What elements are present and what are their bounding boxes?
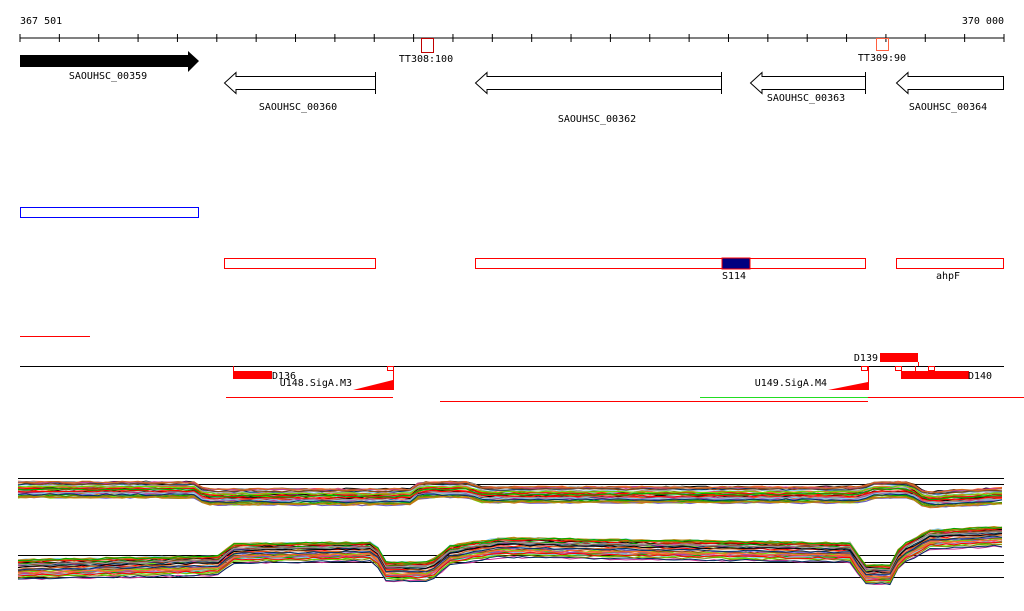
site-d140[interactable]: D140 — [895, 366, 993, 382]
gene-saouhsc-00360[interactable]: SAOUHSC_00360 — [223, 71, 376, 113]
site-u149[interactable]: U149.SigA.M4 — [755, 366, 869, 390]
expression-profile-line — [17, 482, 1003, 495]
gene-arrow-reverse — [223, 71, 376, 95]
gene-label: SAOUHSC_00362 — [558, 114, 636, 125]
expression-profile-line — [17, 531, 1003, 571]
gene-label: SAOUHSC_00360 — [259, 102, 337, 113]
gene-label: SAOUHSC_00359 — [69, 71, 147, 82]
gene-arrow-reverse — [474, 71, 722, 95]
expression-profile-line — [17, 544, 1003, 586]
feature-blue-region[interactable] — [20, 207, 199, 218]
gene-arrow-reverse — [749, 71, 866, 95]
expression-profile-line — [17, 493, 1003, 506]
expression-profile-line — [17, 532, 1003, 574]
expression-profile-line — [17, 541, 1003, 582]
gene-arrow-reverse — [895, 71, 1004, 95]
gene-saouhsc-00363[interactable]: SAOUHSC_00363 — [749, 71, 866, 104]
gene-saouhsc-00364[interactable]: SAOUHSC_00364 — [895, 71, 1004, 114]
expression-profile-line — [17, 489, 1003, 502]
site-d139[interactable]: D139 — [854, 353, 919, 366]
expression-profile-line — [17, 480, 1003, 493]
site-label: U149.SigA.M4 — [755, 378, 827, 389]
expression-profile-line — [17, 490, 1003, 503]
expression-profile-line — [17, 535, 1003, 576]
feature-region-00362-00363[interactable] — [475, 258, 866, 269]
site-label: D140 — [968, 371, 992, 382]
site-u148[interactable]: U148.SigA.M3 — [280, 366, 394, 390]
site-label: D136 — [272, 371, 296, 382]
feature-s114[interactable] — [721, 257, 751, 270]
feature-region-00360[interactable] — [224, 258, 376, 269]
gene-saouhsc-00362[interactable]: SAOUHSC_00362 — [474, 71, 722, 125]
expression-profile-line — [17, 487, 1003, 501]
gene-label: SAOUHSC_00363 — [767, 93, 845, 104]
expression-profile-line — [17, 485, 1003, 498]
expression-profile-line — [17, 494, 1003, 507]
expression-profile-line — [17, 495, 1003, 508]
expression-profile-line — [17, 526, 1003, 567]
s114-label: S114 — [722, 271, 746, 282]
ruler-ticks — [19, 34, 1005, 42]
expression-profile-line — [17, 532, 1003, 573]
ruler-end-label: 370 000 — [962, 16, 1004, 27]
ruler-start-label: 367 501 — [20, 16, 62, 27]
expression-profiles-top — [17, 478, 1004, 509]
expression-profile-line — [17, 491, 1003, 504]
gene-arrow-forward — [20, 51, 199, 72]
feature-ahpf[interactable] — [896, 258, 1004, 269]
gene-saouhsc-00359[interactable]: SAOUHSC_00359 — [20, 51, 199, 82]
gene-label: SAOUHSC_00364 — [909, 102, 987, 113]
site-d136[interactable]: D136 — [233, 366, 296, 382]
terminator-label: TT309:90 — [858, 53, 906, 64]
expression-profile-line — [17, 539, 1003, 578]
terminator-label: TT308:100 — [399, 54, 453, 65]
terminator-tt308[interactable]: TT308:100 — [399, 38, 453, 66]
expression-profiles-bottom — [17, 525, 1004, 586]
ahpf-label: ahpF — [936, 271, 960, 282]
site-label: U148.SigA.M3 — [280, 378, 352, 389]
site-label: D139 — [854, 353, 878, 364]
terminator-tt309[interactable]: TT309:90 — [858, 38, 906, 65]
